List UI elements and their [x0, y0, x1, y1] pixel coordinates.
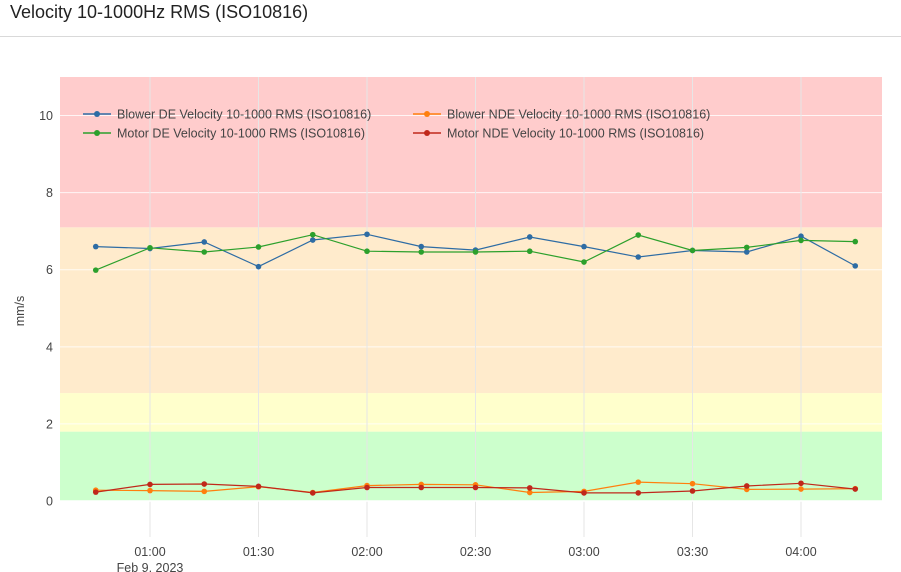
data-point [201, 481, 208, 487]
panel-header: Velocity 10-1000Hz RMS (ISO10816) [0, 0, 901, 37]
data-point [689, 247, 696, 254]
data-point [472, 484, 479, 491]
data-point [472, 249, 479, 255]
data-point [743, 483, 750, 489]
x-tick-label: 03:00 [568, 545, 599, 559]
velocity-line-chart[interactable]: 0 2 4 6 8 10 01:00 01:30 02:00 02:30 03:00 03:30 04… [0, 38, 901, 572]
data-point [635, 232, 642, 238]
series-lines [92, 231, 859, 496]
y-axis-label: mm/s [13, 296, 27, 327]
legend-item-2[interactable]: Motor DE Velocity 10-1000 RMS (ISO10816) [83, 127, 365, 141]
x-tick-label: 04:00 [785, 545, 816, 559]
severity-band-1 [60, 393, 882, 432]
x-tick-label: 02:00 [351, 545, 382, 559]
data-point [689, 480, 696, 487]
data-point [743, 244, 750, 251]
data-point [635, 254, 642, 260]
data-point [581, 243, 587, 250]
y-tick-label: 8 [46, 186, 53, 200]
y-tick-label: 4 [46, 340, 53, 354]
legend-label: Blower NDE Velocity 10-1000 RMS (ISO1081… [447, 108, 710, 122]
data-point [526, 485, 533, 491]
x-axis-ticks: 01:00 01:30 02:00 02:30 03:00 03:30 04:00 [134, 545, 816, 559]
data-point [635, 479, 642, 485]
data-point [798, 480, 804, 487]
y-tick-label: 10 [39, 109, 53, 123]
data-point [798, 237, 804, 244]
data-point [201, 488, 208, 495]
data-point [309, 490, 316, 496]
data-point [92, 243, 99, 250]
legend[interactable]: Blower DE Velocity 10-1000 RMS (ISO10816… [83, 108, 710, 141]
data-point [581, 490, 587, 496]
legend-marker [424, 130, 430, 136]
severity-bands [60, 77, 882, 501]
data-point [364, 231, 370, 238]
y-tick-label: 6 [46, 263, 53, 277]
data-point [526, 489, 533, 496]
legend-label: Blower DE Velocity 10-1000 RMS (ISO10816… [117, 108, 371, 122]
data-point [364, 248, 370, 255]
series-3 [92, 480, 859, 496]
data-point [526, 234, 533, 240]
panel-title: Velocity 10-1000Hz RMS (ISO10816) [10, 2, 309, 22]
y-tick-label: 2 [46, 417, 53, 431]
series-2 [92, 231, 859, 273]
legend-marker [94, 111, 100, 117]
legend-marker [94, 130, 100, 136]
data-point [798, 486, 804, 492]
x-tick-label: 01:30 [243, 545, 274, 559]
data-point [255, 483, 262, 490]
data-point [201, 239, 208, 245]
severity-band-3 [60, 77, 882, 228]
severity-band-2 [60, 227, 882, 394]
data-point [635, 490, 642, 496]
data-point [743, 249, 750, 255]
data-point [92, 267, 99, 273]
data-point [147, 487, 153, 494]
legend-item-1[interactable]: Blower NDE Velocity 10-1000 RMS (ISO1081… [413, 108, 710, 122]
data-point [581, 259, 587, 265]
data-point [364, 484, 370, 491]
data-point [689, 488, 696, 494]
data-point [201, 249, 208, 255]
data-point [418, 243, 425, 250]
x-tick-label: 01:00 [134, 545, 165, 559]
data-point [147, 244, 153, 251]
legend-label: Motor DE Velocity 10-1000 RMS (ISO10816) [117, 127, 365, 141]
data-point [798, 233, 804, 239]
y-axis-ticks: 0 2 4 6 8 10 [39, 109, 53, 508]
data-point [852, 486, 859, 492]
data-point [255, 263, 262, 270]
x-axis-date-label: Feb 9, 2023 [117, 561, 184, 572]
data-point [852, 238, 859, 245]
x-tick-label: 03:30 [677, 545, 708, 559]
data-point [418, 249, 425, 255]
legend-marker [424, 111, 430, 117]
legend-item-0[interactable]: Blower DE Velocity 10-1000 RMS (ISO10816… [83, 108, 371, 122]
legend-label: Motor NDE Velocity 10-1000 RMS (ISO10816… [447, 127, 704, 141]
data-point [92, 489, 99, 495]
y-tick-label: 0 [46, 495, 53, 509]
data-point [418, 484, 425, 491]
data-point [526, 248, 533, 255]
data-point [309, 231, 316, 238]
data-point [309, 237, 316, 243]
x-tick-label: 02:30 [460, 545, 491, 559]
data-point [852, 263, 859, 269]
legend-item-3[interactable]: Motor NDE Velocity 10-1000 RMS (ISO10816… [413, 127, 704, 141]
data-point [255, 244, 262, 250]
grid-lines [60, 77, 882, 537]
data-point [147, 481, 153, 488]
